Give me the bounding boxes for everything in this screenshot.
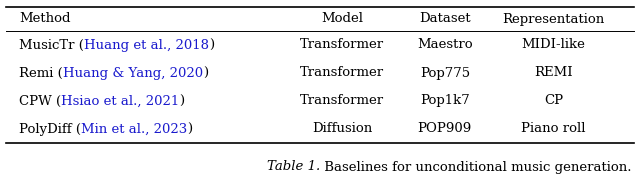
Text: Maestro: Maestro [417, 38, 472, 51]
Text: CPW (: CPW ( [19, 95, 61, 107]
Text: CP: CP [544, 95, 563, 107]
Text: Huang et al., 2018: Huang et al., 2018 [84, 38, 209, 51]
Text: Remi (: Remi ( [19, 66, 63, 80]
Text: Model: Model [321, 12, 364, 26]
Text: Transformer: Transformer [300, 95, 385, 107]
Text: Diffusion: Diffusion [312, 122, 372, 136]
Text: Dataset: Dataset [419, 12, 470, 26]
Text: Min et al., 2023: Min et al., 2023 [81, 122, 188, 136]
Text: Hsiao et al., 2021: Hsiao et al., 2021 [61, 95, 180, 107]
Text: Method: Method [19, 12, 70, 26]
Text: Baselines for unconditional music generation.: Baselines for unconditional music genera… [320, 160, 632, 174]
Text: Pop775: Pop775 [420, 66, 470, 80]
Text: Huang & Yang, 2020: Huang & Yang, 2020 [63, 66, 203, 80]
Text: Table 1.: Table 1. [267, 160, 320, 174]
Text: Pop1k7: Pop1k7 [420, 95, 470, 107]
Text: ): ) [188, 122, 193, 136]
Text: ): ) [203, 66, 208, 80]
Text: ): ) [180, 95, 185, 107]
Text: PolyDiff (: PolyDiff ( [19, 122, 81, 136]
Text: Piano roll: Piano roll [522, 122, 586, 136]
Text: Transformer: Transformer [300, 66, 385, 80]
Text: MusicTr (: MusicTr ( [19, 38, 84, 51]
Text: Representation: Representation [502, 12, 605, 26]
Text: MIDI-like: MIDI-like [522, 38, 586, 51]
Text: ): ) [209, 38, 214, 51]
Text: REMI: REMI [534, 66, 573, 80]
Text: POP909: POP909 [418, 122, 472, 136]
Text: Transformer: Transformer [300, 38, 385, 51]
